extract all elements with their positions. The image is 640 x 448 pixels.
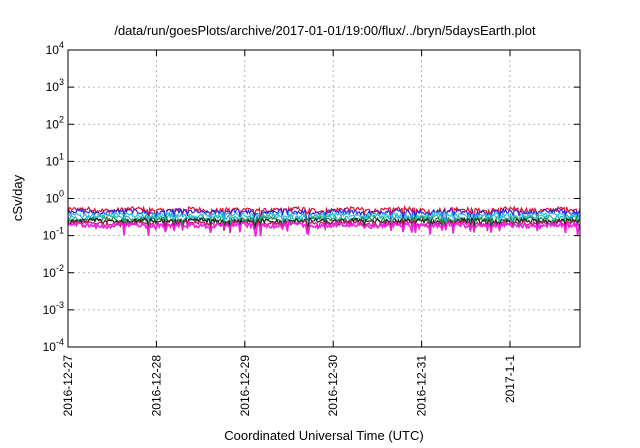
- y-tick-label: 10-3: [43, 300, 64, 317]
- x-tick-label: 2016-12-31: [415, 355, 429, 417]
- chart-title: /data/run/goesPlots/archive/2017-01-01/1…: [114, 23, 536, 38]
- y-tick-label: 103: [46, 77, 64, 94]
- x-axis-label: Coordinated Universal Time (UTC): [224, 428, 423, 443]
- x-tick-label: 2016-12-29: [238, 355, 252, 417]
- y-axis-label: cSv/day: [10, 174, 25, 221]
- y-tick-label: 104: [46, 40, 64, 57]
- axis-ticks: [67, 49, 580, 348]
- y-tick-label: 10-4: [43, 337, 64, 354]
- plot-series: [67, 204, 581, 237]
- grid-lines: [68, 50, 580, 347]
- y-tick-label: 100: [46, 189, 64, 206]
- series-line: [67, 219, 581, 237]
- y-tick-label: 10-1: [43, 226, 64, 243]
- x-tick-label: 2016-12-28: [149, 355, 163, 417]
- x-tick-label: 2016-12-27: [61, 355, 75, 417]
- y-tick-label: 101: [46, 151, 64, 168]
- x-tick-label: 2017-1-1: [503, 355, 517, 403]
- x-tick-labels: 2016-12-27 2016-12-28 2016-12-29 2016-12-30…: [61, 355, 517, 417]
- y-tick-label: 102: [46, 114, 64, 131]
- y-tick-label: 10-2: [43, 263, 64, 280]
- x-tick-label: 2016-12-30: [326, 355, 340, 417]
- y-tick-labels: 104 103 102 101 100 10-1 10-2 10-3 10-4: [43, 40, 64, 354]
